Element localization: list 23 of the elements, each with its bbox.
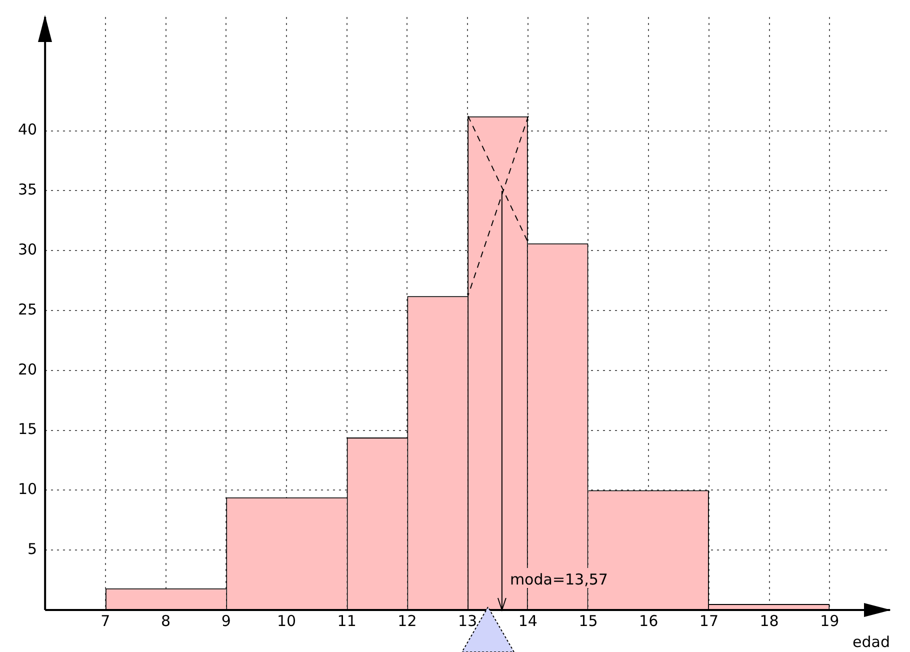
ref-line-label: moda=13,57 — [510, 570, 608, 588]
y-tick-label: 10 — [18, 480, 38, 498]
x-tick-label: 11 — [337, 612, 356, 630]
x-axis-title: edad — [852, 632, 890, 651]
y-tick-label: 25 — [18, 300, 38, 318]
x-tick-label: 19 — [820, 612, 840, 630]
x-tick-label: 9 — [221, 612, 231, 630]
y-tick-label: 15 — [18, 420, 38, 438]
x-tick-label: 16 — [639, 612, 658, 630]
x-tick-label: 7 — [100, 612, 110, 630]
y-tick-label: 30 — [18, 240, 38, 258]
x-tick-label: 17 — [699, 612, 718, 630]
y-tick-label: 20 — [18, 360, 38, 378]
x-tick-label: 8 — [161, 612, 171, 630]
x-tick-label: 12 — [398, 612, 417, 630]
x-tick-label: 14 — [518, 612, 538, 630]
x-tick-label: 18 — [760, 612, 779, 630]
x-tick-label: 15 — [578, 612, 598, 630]
x-tick-label: 10 — [276, 612, 296, 630]
x-tick-label: 13 — [458, 612, 478, 630]
y-tick-label: 5 — [28, 540, 38, 558]
y-tick-label: 40 — [18, 120, 38, 139]
y-tick-label: 35 — [18, 180, 38, 199]
